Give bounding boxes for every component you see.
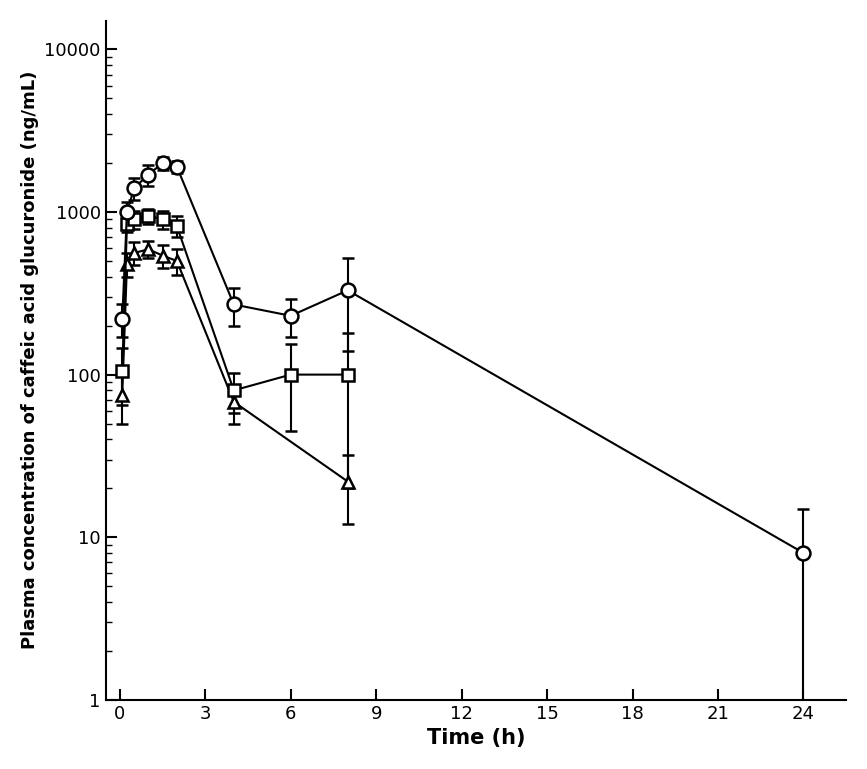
Y-axis label: Plasma concentration of caffeic acid glucuronide (ng/mL): Plasma concentration of caffeic acid glu…: [21, 71, 39, 650]
X-axis label: Time (h): Time (h): [427, 728, 525, 748]
